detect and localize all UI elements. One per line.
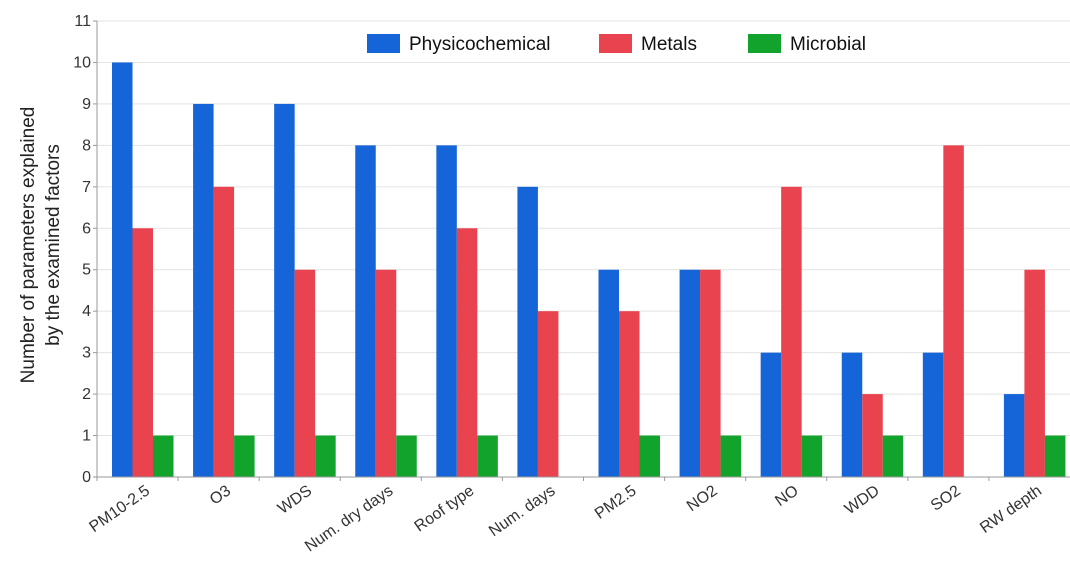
y-axis-title-line-2: by the examined factors — [43, 144, 64, 346]
bar-metals-4 — [456, 228, 478, 477]
bar-metals-3 — [375, 269, 397, 477]
bar-physicochemical-11 — [1003, 394, 1025, 477]
x-tick-label: WDS — [275, 482, 315, 517]
y-tick-label: 0 — [82, 469, 91, 486]
x-tick-label: NO — [772, 482, 801, 510]
x-tick-label: Roof type — [412, 482, 478, 535]
bar-metals-8 — [781, 186, 802, 477]
y-axis-title-line-1: Number of parameters explained — [18, 107, 39, 384]
x-tick-label: WDD — [842, 482, 883, 518]
bar-metals-11 — [1024, 269, 1045, 477]
bars-layer — [112, 62, 1066, 478]
x-tick-label: Num. days — [486, 482, 558, 540]
x-tick-label: RW depth — [977, 482, 1045, 537]
bar-physicochemical-0 — [112, 62, 133, 478]
bar-physicochemical-8 — [760, 352, 782, 477]
bar-microbial-7 — [720, 435, 742, 477]
x-tick-label: Num. dry days — [302, 482, 396, 555]
bar-physicochemical-9 — [841, 352, 863, 477]
legend-label-physicochemical: Physicochemical — [409, 34, 551, 55]
y-tick-label: 2 — [82, 386, 91, 403]
bar-physicochemical-2 — [274, 103, 295, 477]
bar-microbial-11 — [1044, 435, 1066, 477]
bar-physicochemical-7 — [679, 269, 701, 477]
y-tick-label: 1 — [82, 428, 91, 445]
x-tick-label: PM2.5 — [592, 482, 640, 523]
bar-physicochemical-5 — [517, 186, 538, 477]
bar-metals-2 — [294, 269, 316, 477]
bar-metals-1 — [213, 186, 235, 477]
legend-swatch-metals — [599, 34, 632, 53]
y-tick-label: 5 — [82, 262, 91, 279]
bar-physicochemical-3 — [355, 145, 376, 477]
y-tick-label: 4 — [82, 303, 91, 320]
y-tick-label: 6 — [82, 220, 91, 237]
bar-microbial-3 — [396, 435, 417, 477]
y-tick-label: 7 — [82, 179, 91, 196]
y-tick-label: 11 — [74, 13, 91, 30]
bar-physicochemical-10 — [922, 352, 944, 477]
x-tick-label: NO2 — [684, 482, 721, 515]
x-tick-label: O3 — [207, 482, 234, 508]
bar-physicochemical-6 — [598, 269, 619, 477]
bar-metals-5 — [537, 311, 559, 477]
x-tick-label: PM10-2.5 — [86, 482, 153, 536]
bar-metals-6 — [619, 311, 640, 477]
bar-microbial-6 — [639, 435, 660, 477]
bar-microbial-8 — [801, 435, 823, 477]
legend-label-metals: Metals — [641, 34, 697, 55]
bar-microbial-2 — [315, 435, 336, 477]
y-tick-label: 9 — [82, 96, 91, 113]
bar-metals-9 — [862, 394, 883, 477]
y-tick-label: 8 — [82, 137, 91, 154]
bar-microbial-1 — [234, 435, 255, 477]
legend-label-microbial: Microbial — [790, 34, 866, 55]
bar-physicochemical-1 — [193, 103, 214, 477]
bar-microbial-4 — [477, 435, 498, 477]
bar-metals-7 — [700, 269, 721, 477]
x-tick-label: SO2 — [928, 482, 964, 514]
bar-metals-10 — [943, 145, 964, 477]
y-tick-label: 3 — [82, 345, 91, 362]
bar-microbial-9 — [882, 435, 904, 477]
y-tick-label: 10 — [73, 54, 91, 71]
bar-microbial-0 — [153, 435, 174, 477]
bar-physicochemical-4 — [436, 145, 457, 477]
legend-swatch-microbial — [748, 34, 781, 53]
bar-metals-0 — [132, 228, 153, 477]
legend: Physicochemical Metals Microbial — [367, 34, 866, 55]
grid-layer — [97, 20, 1070, 437]
legend-swatch-physicochemical — [367, 34, 400, 53]
